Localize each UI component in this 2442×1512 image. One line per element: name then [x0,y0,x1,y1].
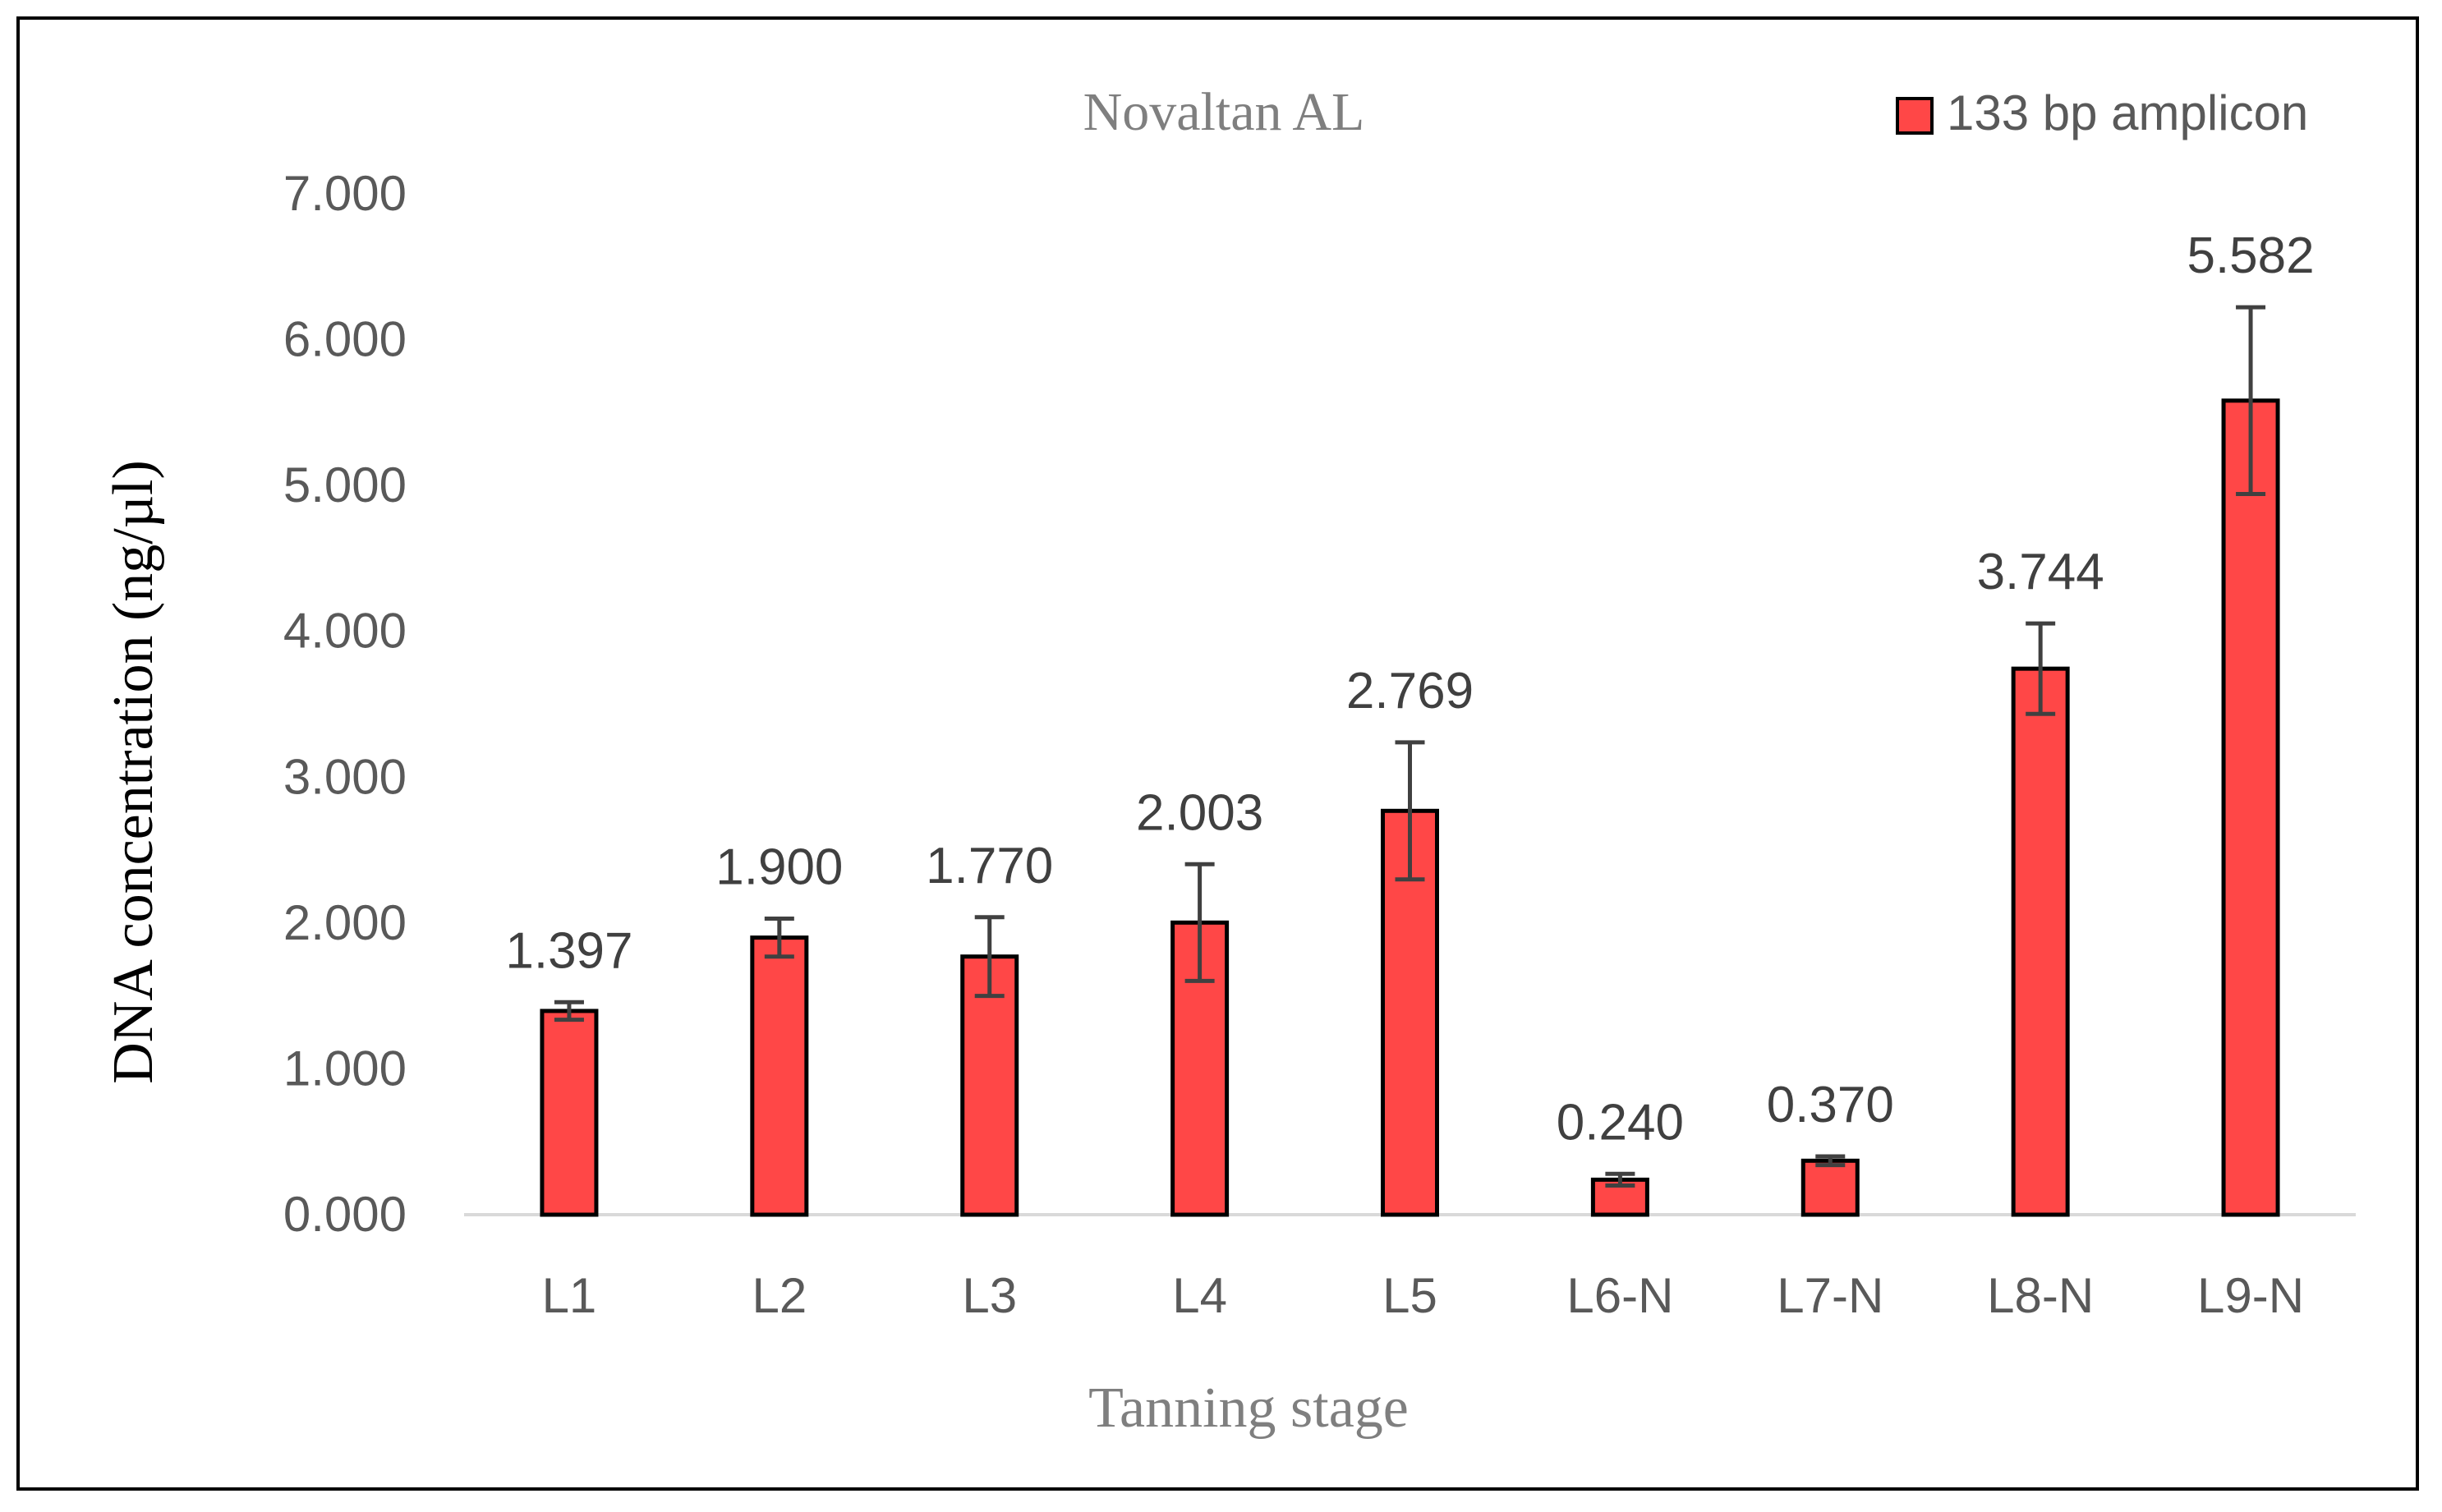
error-bar-L5 [1395,740,1425,882]
error-bar-L2 [764,917,794,959]
value-label-L1: 1.397 [505,922,632,979]
bar-L9-N [2221,398,2280,1217]
value-label-L2: 1.900 [715,839,843,896]
bar-L1 [540,1009,599,1217]
error-bars [554,305,2266,1188]
y-axis-label: DNA concentration (ng/µl) [102,460,165,1084]
x-tick-label: L3 [962,1268,1017,1323]
x-tick-label: L1 [542,1268,597,1323]
value-label-L4: 2.003 [1136,784,1263,841]
x-tick-label: L7-N [1777,1268,1883,1323]
value-label-L7-N: 0.370 [1767,1077,1894,1133]
x-tick-label: L9-N [2197,1268,2304,1323]
error-bar-L8-N [2026,621,2056,716]
x-tick-label: L4 [1172,1268,1227,1323]
chart-title: Novaltan AL [1083,82,1365,142]
x-axis-ticks: L1 L2 L3 L4 L5 L6-N L7-N L8-N L9-N [542,1268,2305,1323]
bar-L8-N [2011,666,2070,1217]
y-axis-ticks: 0.000 1.000 2.000 3.000 4.000 5.000 6.000 7.000 [283,166,407,1242]
legend: 133 bp amplicon [1896,85,2308,140]
y-tick-label: 6.000 [283,312,407,367]
value-label-L9-N: 5.582 [2187,227,2314,284]
bar-L5 [1381,808,1439,1217]
x-tick-label: L8-N [1987,1268,2094,1323]
y-tick-label: 5.000 [283,457,407,512]
x-tick-label: L2 [752,1268,807,1323]
y-tick-label: 4.000 [283,604,407,659]
legend-swatch [1896,97,1934,135]
value-label-L5: 2.769 [1346,663,1474,719]
error-bar-L7-N [1815,1154,1846,1168]
value-labels: 1.397 1.900 1.770 2.003 2.769 0.240 0.370 3.744… [505,227,2314,1151]
x-axis-label: Tanning stage [1088,1376,1409,1440]
value-label-L8-N: 3.744 [1977,544,2104,600]
legend-label: 133 bp amplicon [1947,85,2308,140]
x-tick-label: L5 [1382,1268,1437,1323]
error-bar-L4 [1184,862,1215,983]
y-tick-label: 0.000 [283,1187,407,1242]
value-label-L3: 1.770 [926,838,1053,894]
error-bar-L3 [974,915,1005,999]
error-bar-L1 [554,1000,584,1023]
bar-L3 [960,954,1019,1217]
x-tick-label: L6-N [1566,1268,1673,1323]
bar-L2 [750,935,809,1217]
y-tick-label: 2.000 [283,895,407,950]
y-tick-label: 7.000 [283,166,407,221]
error-bar-L6-N [1605,1171,1635,1188]
value-label-L6-N: 0.240 [1557,1094,1684,1151]
error-bar-L9-N [2236,305,2266,496]
bars [540,398,2280,1217]
y-tick-label: 1.000 [283,1041,407,1096]
bar-L7-N [1800,1158,1860,1217]
y-tick-label: 3.000 [283,749,407,804]
